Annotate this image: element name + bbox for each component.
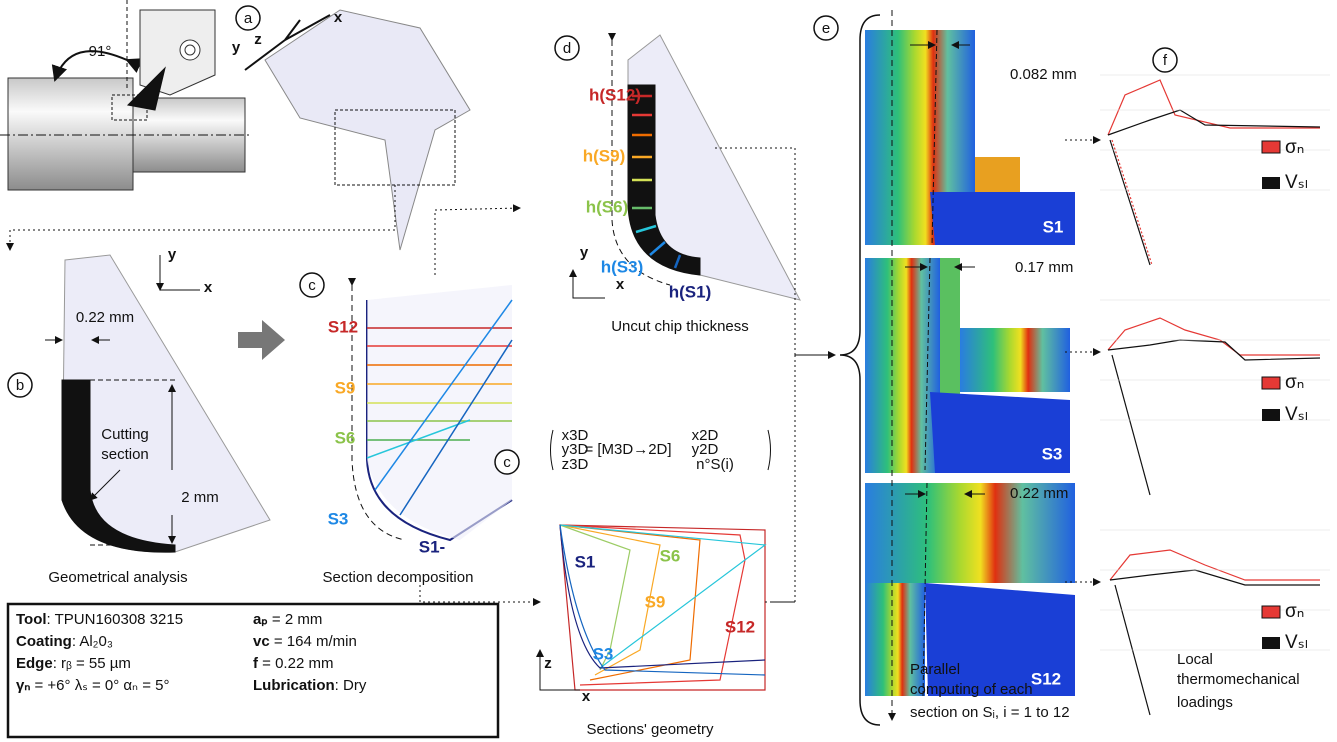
formula-term: z3D bbox=[562, 456, 589, 473]
spec-row: Edge: rᵦ = 55 µm bbox=[16, 655, 131, 672]
axis-label: z bbox=[254, 31, 262, 48]
axis-label: y bbox=[232, 39, 241, 56]
offset-label: 0.082 mm bbox=[1010, 66, 1077, 83]
axis-label: x bbox=[616, 276, 625, 293]
caption: Parallel bbox=[910, 661, 960, 678]
legend-entry: Vₛₗ bbox=[1285, 172, 1308, 193]
section-label: S12 bbox=[328, 317, 358, 336]
spec-row: γₙ = +6° λₛ = 0° αₙ = 5° bbox=[16, 677, 169, 694]
spec-row: vc = 164 m/min bbox=[253, 633, 357, 650]
spec-value: : Dry bbox=[335, 677, 367, 694]
caption: computing of each bbox=[910, 681, 1033, 698]
spec-value: = 0.22 mm bbox=[258, 655, 333, 672]
legend-entry: Vₛₗ bbox=[1285, 632, 1308, 653]
panel-letter: c bbox=[503, 454, 511, 471]
spec-label: Edge bbox=[16, 655, 53, 672]
caption: Sections' geometry bbox=[586, 721, 714, 738]
callout: Cutting bbox=[101, 426, 149, 443]
section-label: S1 bbox=[1043, 217, 1064, 236]
caption: Geometrical analysis bbox=[48, 569, 187, 586]
spec-label: vc bbox=[253, 633, 270, 650]
legend-entry: Vₛₗ bbox=[1285, 404, 1308, 425]
section-label: S3 bbox=[1042, 444, 1063, 463]
thickness-label: h(S9) bbox=[583, 146, 626, 165]
offset-label: 0.22 mm bbox=[1010, 485, 1068, 502]
caption: thermomechanical bbox=[1177, 671, 1300, 688]
legend-entry: σₙ bbox=[1285, 137, 1304, 158]
legend-entry: σₙ bbox=[1285, 372, 1304, 393]
spec-label: Coating bbox=[16, 633, 72, 650]
axis-label: x bbox=[204, 279, 213, 296]
spec-value: = +6° λₛ = 0° αₙ = 5° bbox=[30, 677, 169, 694]
caption: Local bbox=[1177, 651, 1213, 668]
panel-letter: d bbox=[563, 40, 571, 57]
spec-row: Tool: TPUN160308 3215 bbox=[16, 611, 183, 628]
spec-value: = 164 m/min bbox=[270, 633, 357, 650]
section-label: S9 bbox=[645, 592, 666, 611]
drawings bbox=[0, 0, 1330, 737]
section-label: S3 bbox=[328, 509, 349, 528]
spec-row: aₚ = 2 mm bbox=[253, 611, 322, 628]
formula-term: = [M3D→2D] bbox=[584, 441, 671, 458]
section-label: S12 bbox=[725, 617, 755, 636]
caption: loadings bbox=[1177, 694, 1233, 711]
spec-label: aₚ bbox=[253, 611, 268, 628]
spec-label: γₙ bbox=[16, 677, 30, 694]
panel-letter: e bbox=[822, 20, 830, 37]
offset-label: 0.17 mm bbox=[1015, 259, 1073, 276]
spec-row: Lubrication: Dry bbox=[253, 677, 367, 694]
spec-label: Tool bbox=[16, 611, 47, 628]
section-label: S1- bbox=[419, 537, 445, 556]
angle-label: 91° bbox=[89, 43, 112, 60]
caption: Uncut chip thickness bbox=[611, 318, 749, 335]
thickness-label: h(S12) bbox=[589, 85, 641, 104]
axis-label: x bbox=[334, 9, 343, 26]
dimension-label: 0.22 mm bbox=[76, 309, 134, 326]
spec-value: : TPUN160308 3215 bbox=[47, 611, 184, 628]
axis-label: x bbox=[582, 688, 591, 705]
thickness-label: h(S3) bbox=[601, 257, 644, 276]
spec-value: : Al₂0₃ bbox=[72, 633, 113, 650]
axis-label: y bbox=[580, 244, 589, 261]
section-label: S3 bbox=[593, 644, 614, 663]
spec-value: : rᵦ = 55 µm bbox=[53, 655, 131, 672]
section-label: S6 bbox=[660, 546, 681, 565]
panel-letter: c bbox=[308, 277, 316, 294]
spec-label: Lubrication bbox=[253, 677, 335, 694]
thickness-label: h(S6) bbox=[586, 197, 629, 216]
thickness-label: h(S1) bbox=[669, 282, 712, 301]
section-label: S9 bbox=[335, 378, 356, 397]
callout: section bbox=[101, 446, 149, 463]
section-label: S12 bbox=[1031, 669, 1061, 688]
axis-label: z bbox=[544, 655, 552, 672]
spec-row: Coating: Al₂0₃ bbox=[16, 633, 113, 650]
panel-letter: a bbox=[244, 10, 253, 27]
caption: Section decomposition bbox=[323, 569, 474, 586]
panel-letter: b bbox=[16, 377, 24, 394]
section-label: S1 bbox=[575, 552, 596, 571]
section-label: S6 bbox=[335, 428, 356, 447]
caption: section on Sᵢ, i = 1 to 12 bbox=[910, 704, 1070, 721]
spec-value: = 2 mm bbox=[268, 611, 323, 628]
axis-label: y bbox=[168, 246, 177, 263]
spec-row: f = 0.22 mm bbox=[253, 655, 333, 672]
formula-term: n°S(i) bbox=[696, 456, 734, 473]
dimension-label: 2 mm bbox=[181, 489, 219, 506]
legend-entry: σₙ bbox=[1285, 601, 1304, 622]
figure: abcdcef91°zxyyx0.22 mmCuttingsection2 mm… bbox=[0, 0, 1337, 742]
